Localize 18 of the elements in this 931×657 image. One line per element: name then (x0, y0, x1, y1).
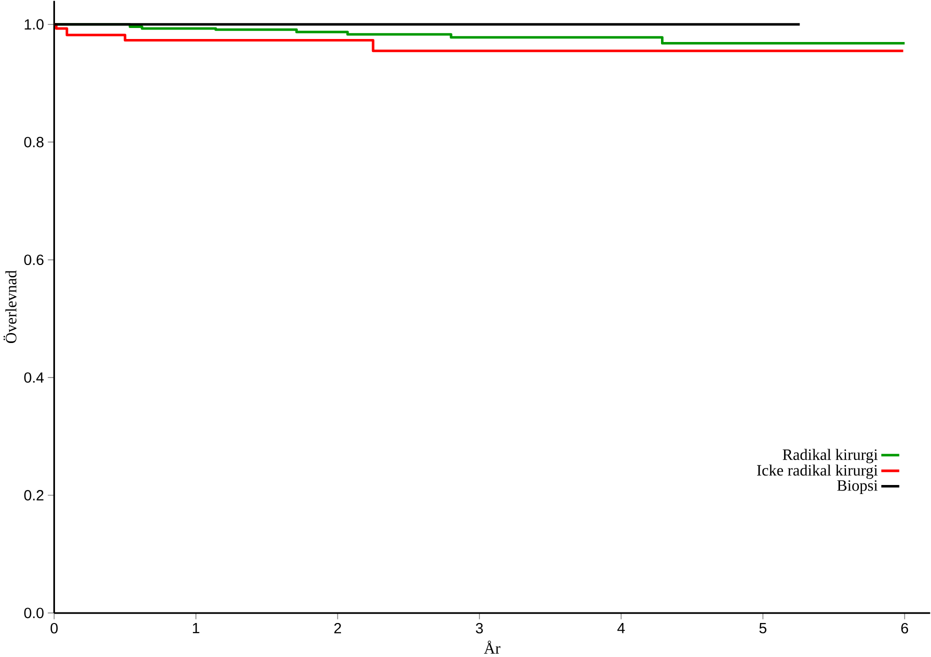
y-tick-label: 0.8 (24, 136, 44, 148)
y-tick-label: 1.0 (24, 19, 44, 30)
x-tick-label: 3 (476, 622, 483, 634)
x-axis-title: År (484, 640, 500, 654)
legend-label: Radikal kirurgi (782, 448, 878, 464)
y-tick-label: 0.0 (24, 608, 44, 618)
legend-label: Icke radikal kirurgi (757, 464, 878, 479)
y-axis-title: Överlevnad (4, 270, 16, 344)
x-tick-label: 1 (192, 622, 200, 634)
legend-label: Biopsi (837, 480, 878, 494)
y-tick-label: 0.6 (24, 254, 44, 265)
y-tick-label: 0.2 (24, 490, 44, 500)
x-tick-label: 4 (617, 622, 625, 634)
x-tick-label: 0 (50, 622, 58, 634)
x-tick-label: 2 (334, 622, 342, 634)
y-tick-label: 0.4 (24, 372, 44, 383)
x-tick-label: 5 (759, 622, 766, 634)
x-tick-label: 6 (901, 622, 908, 634)
